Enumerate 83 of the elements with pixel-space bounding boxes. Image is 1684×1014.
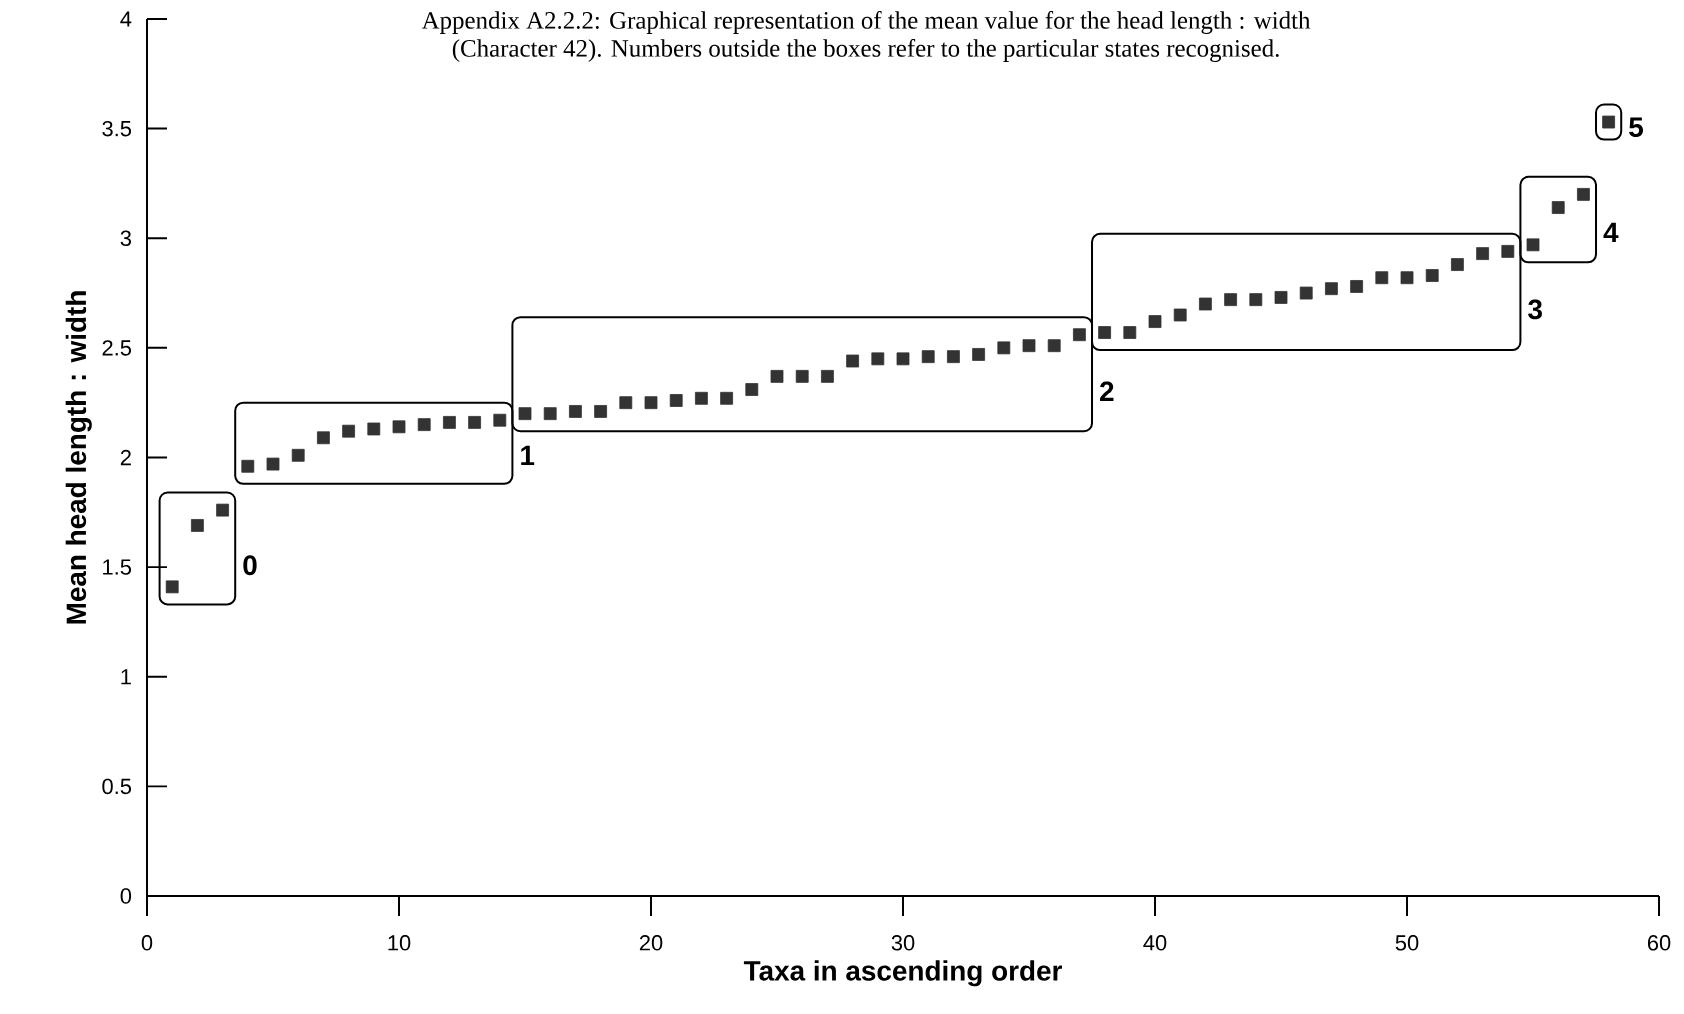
point [745,383,759,396]
x-tick-label: 10 [388,935,411,951]
y-tick-label: 3.5 [102,120,132,137]
point [1249,293,1263,307]
point [317,431,330,445]
x-axis-title: Taxa in ascending order [743,960,1062,987]
point [1224,293,1238,307]
point [1325,282,1338,296]
point [1577,187,1590,201]
annotation: 2 [1100,381,1114,402]
x-tick-label: 50 [1395,935,1419,951]
chart-title: Appendix A2.2.2: Graphical representation of the mean value for the head length : width [421,11,1311,34]
annotation: 0 [243,555,257,576]
x-tick-label: 30 [891,935,915,951]
point [770,369,784,383]
point [1425,269,1439,282]
point [569,405,582,418]
point [896,352,910,366]
point [468,416,481,429]
point [1274,291,1288,304]
point [191,519,204,532]
point [1400,271,1414,285]
point [821,369,834,383]
point [1375,271,1389,285]
text: (Character 42). Numbers outside the boxes refer to the particular states recognised. [452,39,1279,62]
point [1022,339,1036,353]
point [1148,315,1162,328]
point [392,420,406,434]
point [443,416,456,429]
y-tick-label: 0 [120,888,132,904]
y-tick-label: 3 [120,230,131,247]
point [695,391,708,405]
point [1123,326,1137,339]
point [1451,258,1464,271]
point [795,369,809,383]
point [1526,238,1540,252]
y-tick-label: 1 [121,669,131,685]
y-tick-label: 2.5 [102,340,132,356]
point [342,424,355,438]
x-tick-label: 40 [1143,935,1167,951]
point [417,418,431,432]
point [644,396,658,410]
y-tick-label: 1.5 [103,559,132,575]
point [1173,308,1187,322]
x-tick-label: 20 [639,935,663,951]
point [1199,297,1212,311]
y-tick-label: 2 [120,449,131,466]
point [720,391,734,405]
point [1073,328,1086,342]
point [291,448,305,462]
point [669,394,683,407]
point [871,352,885,366]
point [1476,247,1490,260]
point [972,348,986,361]
point [947,350,960,364]
point [1350,280,1364,293]
point [921,350,935,364]
annotation: 1 [521,445,535,466]
point [997,341,1011,355]
point [846,354,860,368]
point [493,413,507,427]
point [241,459,255,473]
point [518,407,532,421]
point [216,503,229,517]
point [367,422,381,436]
y-tick-label: 0.5 [102,778,132,795]
annotation: 3 [1528,299,1542,320]
point [165,580,179,594]
point [619,396,633,410]
annotation: 5 [1629,117,1644,138]
y-tick-label: 4 [120,11,132,27]
annotation: 4 [1603,222,1619,243]
point [594,405,608,418]
y-axis-title: Mean head length : width [65,291,92,624]
x-tick-label: 60 [1647,935,1671,951]
point [543,407,557,421]
point [1098,326,1112,339]
point [1501,245,1515,258]
point [1047,339,1061,353]
point [266,457,280,471]
point [1551,201,1565,214]
point [1299,286,1313,300]
x-tick-label: 0 [141,935,153,951]
